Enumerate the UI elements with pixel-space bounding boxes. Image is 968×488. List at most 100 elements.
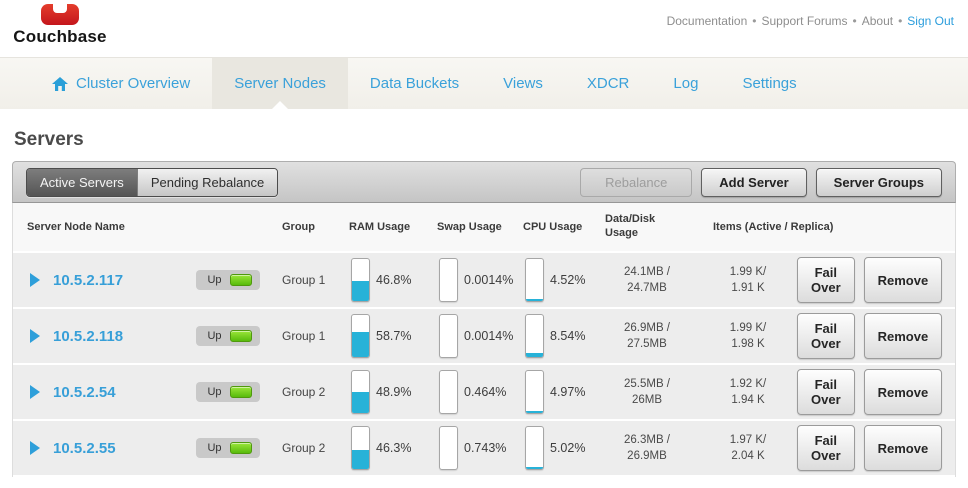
status-badge: Up (196, 326, 260, 346)
tab-label: Data Buckets (369, 75, 460, 92)
ram-gauge (351, 314, 370, 358)
items-cell: 1.99 K/1.91 K (729, 265, 767, 294)
col-group: Group (282, 221, 315, 233)
group-cell: Group 2 (282, 385, 326, 399)
data-disk-usage-cell: 26.9MB /27.5MB (623, 321, 671, 350)
tab-cluster-overview[interactable]: Cluster Overview (30, 58, 212, 109)
ram-usage-cell: 58.7% (335, 314, 423, 358)
remove-button[interactable]: Remove (863, 369, 943, 415)
top-header: Couchbase Documentation • Support Forums • A… (0, 0, 968, 57)
expand-arrow-icon[interactable] (30, 329, 40, 343)
main-navigation: Cluster Overview Server Nodes Data Bucke… (0, 57, 968, 109)
servers-panel-toolbar: Active Servers Pending Rebalance Rebalan… (12, 161, 956, 203)
active-servers-tab[interactable]: Active Servers (27, 168, 137, 196)
server-groups-button[interactable]: Server Groups (815, 167, 942, 197)
fail-over-button[interactable]: Fail Over (797, 425, 855, 471)
add-server-button[interactable]: Add Server (701, 167, 807, 197)
servers-table: Server Node Name Group RAM Usage Swap Us… (12, 203, 956, 477)
health-led-icon (229, 442, 252, 454)
swap-usage-cell: 0.743% (423, 426, 509, 470)
about-link[interactable]: About (861, 14, 894, 28)
status-label: Up (207, 330, 222, 342)
swap-usage-cell: 0.464% (423, 370, 509, 414)
support-forums-link[interactable]: Support Forums (761, 14, 848, 28)
remove-button[interactable]: Remove (863, 313, 943, 359)
remove-button[interactable]: Remove (863, 257, 943, 303)
servers-panel: Active Servers Pending Rebalance Rebalan… (12, 161, 956, 477)
tab-label: XDCR (586, 75, 630, 92)
col-ram-usage: RAM Usage (349, 221, 411, 233)
table-row: 10.5.2.117 Up Group 1 46.8% 0.0014% 4.52… (13, 253, 955, 309)
rebalance-button[interactable]: Rebalance (580, 167, 693, 197)
utility-links: Documentation • Support Forums • About • Sign … (667, 14, 954, 28)
swap-gauge (439, 314, 458, 358)
tab-xdcr[interactable]: XDCR (565, 58, 652, 109)
status-badge: Up (196, 382, 260, 402)
status-badge: Up (196, 270, 260, 290)
tab-log[interactable]: Log (651, 58, 720, 109)
tab-label: Views (503, 75, 543, 92)
expand-arrow-icon[interactable] (30, 385, 40, 399)
table-row: 10.5.2.118 Up Group 1 58.7% 0.0014% 8.54… (13, 309, 955, 365)
cpu-gauge (525, 314, 544, 358)
swap-usage-value: 0.0014% (464, 273, 514, 287)
servers-page: Servers Active Servers Pending Rebalance… (0, 129, 968, 477)
remove-button[interactable]: Remove (863, 425, 943, 471)
tab-label: Server Nodes (234, 75, 326, 92)
health-led-icon (229, 386, 252, 398)
tab-data-buckets[interactable]: Data Buckets (348, 58, 481, 109)
cpu-usage-value: 4.97% (550, 385, 586, 399)
status-label: Up (207, 386, 222, 398)
expand-arrow-icon[interactable] (30, 441, 40, 455)
data-disk-usage-cell: 24.1MB /24.7MB (623, 265, 671, 294)
server-node-name[interactable]: 10.5.2.55 (53, 439, 116, 457)
fail-over-button[interactable]: Fail Over (797, 369, 855, 415)
server-node-name[interactable]: 10.5.2.54 (53, 383, 116, 401)
items-cell: 1.99 K/1.98 K (729, 321, 767, 350)
cpu-usage-cell: 4.97% (509, 370, 595, 414)
data-disk-usage-cell: 25.5MB /26MB (623, 377, 671, 406)
status-label: Up (207, 442, 222, 454)
fail-over-button[interactable]: Fail Over (797, 257, 855, 303)
group-cell: Group 2 (282, 441, 326, 455)
ram-usage-cell: 46.3% (335, 426, 423, 470)
cpu-usage-cell: 5.02% (509, 426, 595, 470)
col-cpu-usage: CPU Usage (523, 221, 583, 233)
status-badge: Up (196, 438, 260, 458)
col-data-disk-usage: Data/Disk Usage (605, 213, 656, 239)
cpu-usage-cell: 8.54% (509, 314, 595, 358)
col-swap-usage: Swap Usage (437, 221, 502, 233)
swap-usage-value: 0.0014% (464, 329, 514, 343)
fail-over-button[interactable]: Fail Over (797, 313, 855, 359)
table-header-row: Server Node Name Group RAM Usage Swap Us… (13, 203, 955, 253)
tab-server-nodes[interactable]: Server Nodes (212, 58, 348, 109)
ram-usage-value: 46.3% (376, 441, 412, 455)
server-view-switcher: Active Servers Pending Rebalance (26, 167, 279, 197)
cpu-usage-value: 4.52% (550, 273, 586, 287)
toolbar-buttons: Rebalance Add Server Server Groups (580, 167, 942, 197)
cpu-usage-value: 5.02% (550, 441, 586, 455)
ram-usage-value: 58.7% (376, 329, 412, 343)
cpu-usage-value: 8.54% (550, 329, 586, 343)
expand-arrow-icon[interactable] (30, 273, 40, 287)
swap-usage-cell: 0.0014% (423, 314, 513, 358)
link-separator: • (852, 14, 857, 28)
ram-usage-value: 48.9% (376, 385, 412, 399)
couchbase-logo-icon (41, 4, 79, 25)
swap-gauge (439, 426, 458, 470)
tab-settings[interactable]: Settings (720, 58, 818, 109)
home-icon (52, 76, 68, 91)
documentation-link[interactable]: Documentation (666, 14, 748, 28)
swap-gauge (439, 370, 458, 414)
server-node-name[interactable]: 10.5.2.118 (53, 327, 124, 345)
cpu-gauge (525, 370, 544, 414)
sign-out-link[interactable]: Sign Out (907, 14, 954, 28)
swap-usage-value: 0.464% (464, 385, 507, 399)
tab-views[interactable]: Views (481, 58, 565, 109)
server-node-name[interactable]: 10.5.2.117 (53, 271, 124, 289)
swap-gauge (439, 258, 458, 302)
couchbase-logo[interactable]: Couchbase (10, 4, 110, 47)
pending-rebalance-tab[interactable]: Pending Rebalance (136, 168, 278, 196)
data-disk-usage-cell: 26.3MB /26.9MB (623, 433, 671, 462)
couchbase-logo-text: Couchbase (13, 27, 107, 46)
